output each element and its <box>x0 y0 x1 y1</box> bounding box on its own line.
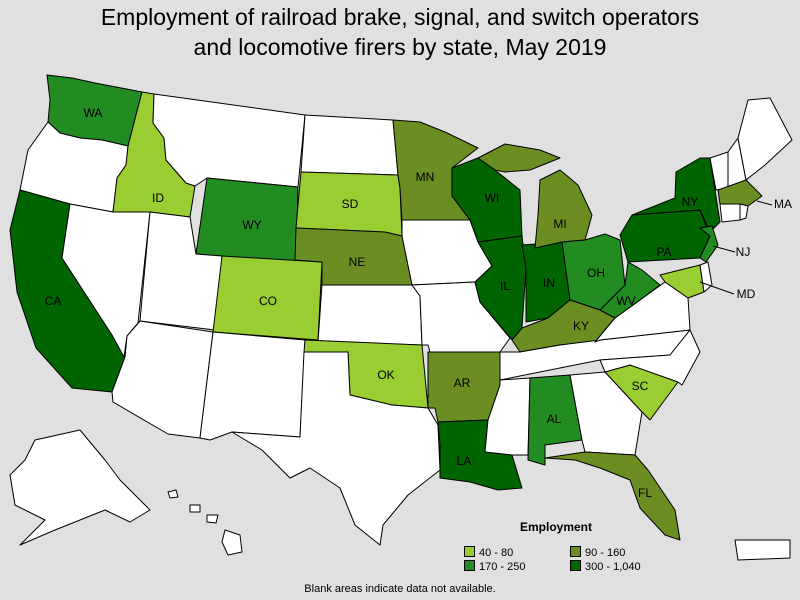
legend-item-170-250: 170 - 250 <box>464 560 525 574</box>
state-mi-upper <box>477 143 561 173</box>
legend-label: 90 - 160 <box>585 547 626 559</box>
map-title-line2: and locomotive firers by state, May 2019 <box>193 34 607 60</box>
state-ma <box>717 179 763 207</box>
legend-label: 170 - 250 <box>479 561 526 573</box>
state-ct <box>719 203 741 223</box>
label-id: ID <box>152 191 164 205</box>
state-tx <box>231 351 441 546</box>
label-wv: WV <box>616 294 635 308</box>
legend-swatch <box>570 546 581 557</box>
legend-swatch <box>464 560 475 571</box>
label-ca: CA <box>45 294 62 308</box>
label-sd: SD <box>342 197 359 211</box>
state-hi-2 <box>189 504 201 513</box>
state-me <box>737 97 793 181</box>
label-md: MD <box>737 287 756 301</box>
footnote: Blank areas indicate data not available. <box>304 583 496 595</box>
state-ks <box>317 284 423 346</box>
state-nc <box>599 329 701 386</box>
label-sc: SC <box>632 379 649 393</box>
map-title-line1: Employment of railroad brake, signal, an… <box>100 4 700 30</box>
state-nd <box>300 114 399 176</box>
state-pr <box>734 539 791 561</box>
state-md <box>659 264 705 299</box>
state-hi-4 <box>221 529 243 556</box>
label-mn: MN <box>416 170 435 184</box>
label-ma: MA <box>774 197 792 211</box>
legend-swatch <box>570 560 581 571</box>
leader-ma <box>756 200 773 206</box>
label-pa: PA <box>656 245 671 259</box>
legend-label: 40 - 80 <box>479 547 514 559</box>
state-az <box>111 320 214 439</box>
label-oh: OH <box>587 266 605 280</box>
label-ok: OK <box>377 368 394 382</box>
label-mi: MI <box>553 217 566 231</box>
label-in: IN <box>543 276 555 290</box>
legend-title: Employment <box>520 520 593 534</box>
label-ky: KY <box>573 319 589 333</box>
label-wi: WI <box>485 191 500 205</box>
legend-label: 300 - 1,040 <box>585 561 641 573</box>
label-ar: AR <box>454 376 471 390</box>
state-nm <box>199 331 306 441</box>
state-mt <box>152 93 306 188</box>
label-wy: WY <box>242 218 261 232</box>
state-fl <box>544 451 681 541</box>
legend-swatch <box>464 546 475 557</box>
label-wa: WA <box>84 106 103 120</box>
label-ne: NE <box>349 255 366 269</box>
label-al: AL <box>547 412 562 426</box>
state-wv <box>599 261 661 319</box>
state-ri <box>739 203 749 221</box>
label-ny: NY <box>682 195 699 209</box>
label-il: IL <box>500 279 510 293</box>
leader-md <box>699 281 735 295</box>
label-fl: FL <box>638 486 652 500</box>
label-la: LA <box>457 454 472 468</box>
label-co: CO <box>259 294 277 308</box>
state-nj <box>699 225 719 263</box>
label-nj: NJ <box>736 245 751 259</box>
legend-item-40-80: 40 - 80 <box>464 546 513 560</box>
legend-item-90-160: 90 - 160 <box>570 546 625 560</box>
map-title: Employment of railroad brake, signal, an… <box>0 2 800 62</box>
state-hi-1 <box>167 489 179 499</box>
state-mi-lower <box>534 169 593 249</box>
legend-item-300-1040: 300 - 1,040 <box>570 560 641 574</box>
state-hi-3 <box>206 514 219 524</box>
leader-nj <box>712 245 736 253</box>
state-ak <box>9 429 151 546</box>
